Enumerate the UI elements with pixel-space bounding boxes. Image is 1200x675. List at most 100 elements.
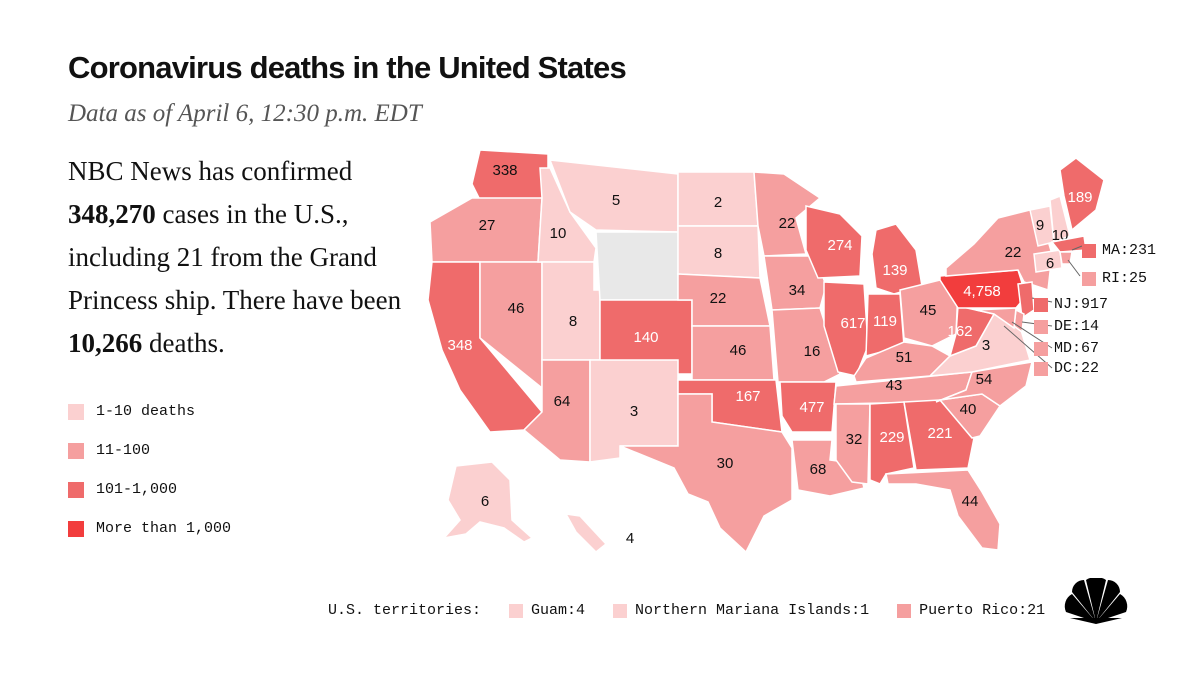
state-label: 22 <box>1005 244 1022 261</box>
state-ut[interactable]: 8 <box>541 261 601 361</box>
state-label: 34 <box>789 282 806 299</box>
state-shape <box>1049 194 1071 244</box>
peacock-feather <box>1064 594 1096 622</box>
state-shape <box>619 393 793 554</box>
state-ct[interactable]: 6 <box>1033 249 1063 273</box>
callout-de: DE:14 <box>1034 318 1099 335</box>
state-label: 167 <box>735 388 760 405</box>
state-label: 617 <box>840 315 865 332</box>
territory-label: Guam:4 <box>531 602 586 619</box>
legend-item: 101-1,000 <box>68 470 231 509</box>
callout-label: DC:22 <box>1054 360 1100 377</box>
state-nd[interactable]: 2 <box>677 171 759 227</box>
state-label: 22 <box>779 215 796 232</box>
territory-swatch <box>509 603 524 618</box>
peacock-feather <box>1086 577 1106 622</box>
state-in[interactable]: 119 <box>865 293 905 357</box>
state-shape <box>903 399 975 471</box>
state-label: 221 <box>927 425 952 442</box>
callout-leader-ri <box>1067 259 1081 277</box>
callout-ma: MA:231 <box>1082 242 1156 259</box>
state-label: 348 <box>447 337 472 354</box>
state-tx[interactable]: 30 <box>619 393 793 554</box>
state-label: 3 <box>982 337 990 354</box>
state-wi[interactable]: 274 <box>805 205 863 279</box>
state-wy[interactable] <box>595 231 679 301</box>
callout-swatch <box>1082 243 1096 258</box>
state-label: 46 <box>508 300 525 317</box>
state-ks[interactable]: 46 <box>691 325 775 381</box>
state-shape <box>945 207 1053 292</box>
state-label: 10 <box>550 225 567 242</box>
state-shape <box>564 513 608 554</box>
state-shape <box>753 171 822 257</box>
legend-swatch <box>68 403 84 420</box>
state-shape <box>763 255 827 311</box>
state-shape <box>853 341 952 383</box>
state-ny[interactable]: 22 <box>945 207 1053 292</box>
state-hi[interactable]: 4 <box>564 513 634 554</box>
state-shape <box>541 261 601 361</box>
callout-swatch <box>1034 297 1048 312</box>
callout-swatch <box>1034 361 1048 376</box>
state-md-shape[interactable] <box>975 307 1017 330</box>
callout-dc: DC:22 <box>1034 360 1099 377</box>
state-label: 8 <box>714 245 722 262</box>
state-label: 30 <box>717 455 734 472</box>
state-mn[interactable]: 22 <box>753 171 822 257</box>
legend-item: More than 1,000 <box>68 509 231 548</box>
state-label: 32 <box>846 431 863 448</box>
state-me[interactable]: 189 <box>1059 157 1105 232</box>
territory-item: Guam:4 <box>509 602 585 619</box>
state-fl[interactable]: 44 <box>885 469 1001 551</box>
state-ar[interactable]: 477 <box>779 381 837 433</box>
state-id[interactable]: 10 <box>537 167 597 263</box>
state-ms[interactable]: 32 <box>835 403 871 485</box>
territories-heading: U.S. territories: <box>328 602 482 619</box>
state-label: 4,758 <box>963 283 1001 300</box>
state-shape <box>779 381 837 433</box>
state-ky[interactable]: 51 <box>853 341 952 383</box>
state-sc[interactable]: 40 <box>938 393 1002 439</box>
territory-swatch <box>613 603 628 618</box>
state-ga[interactable]: 221 <box>903 399 975 471</box>
state-mi[interactable]: 139 <box>871 223 923 295</box>
state-wa[interactable]: 338 <box>471 150 549 201</box>
state-label: 40 <box>960 401 977 418</box>
state-shape <box>1033 249 1063 273</box>
state-label: 27 <box>479 217 496 234</box>
state-ak[interactable]: 6 <box>441 461 534 543</box>
state-label: 22 <box>710 290 727 307</box>
state-label: 8 <box>569 313 577 330</box>
state-nc[interactable]: 54 <box>935 361 1034 407</box>
state-shape <box>1059 157 1105 232</box>
summary-text: NBC News has confirmed 348,270 cases in … <box>68 150 428 365</box>
callout-leader-ma <box>1071 245 1083 251</box>
state-sd[interactable]: 8 <box>677 225 761 279</box>
state-ia[interactable]: 34 <box>763 255 827 311</box>
territory-label: Puerto Rico:21 <box>919 602 1046 619</box>
summary-part-3: deaths. <box>149 328 225 358</box>
peacock-feather <box>1072 580 1096 622</box>
state-ne[interactable]: 22 <box>677 273 771 327</box>
territory-label: Northern Mariana Islands:1 <box>635 602 870 619</box>
state-label: 229 <box>879 429 904 446</box>
callout-swatch <box>1034 341 1048 356</box>
legend-label: 1-10 deaths <box>96 403 196 420</box>
legend-label: 101-1,000 <box>96 481 178 498</box>
callout-label: NJ:917 <box>1054 296 1109 313</box>
state-or[interactable]: 27 <box>429 197 543 263</box>
state-label: 16 <box>804 343 821 360</box>
callout-swatch <box>1082 271 1096 286</box>
state-mo[interactable]: 16 <box>771 307 841 383</box>
state-label: 68 <box>810 461 827 478</box>
legend-label: More than 1,000 <box>96 520 232 537</box>
peacock-base <box>1070 618 1122 624</box>
state-label: 338 <box>492 162 517 179</box>
callout-nj: NJ:917 <box>1034 296 1108 313</box>
territories-row: U.S. territories: Guam:4 Northern Marian… <box>328 602 1045 619</box>
state-label: 3 <box>630 403 638 420</box>
state-mt[interactable]: 5 <box>548 159 679 233</box>
summary-part-2: cases in the U.S., including 21 from the… <box>68 199 402 315</box>
legend-label: 11-100 <box>96 442 151 459</box>
